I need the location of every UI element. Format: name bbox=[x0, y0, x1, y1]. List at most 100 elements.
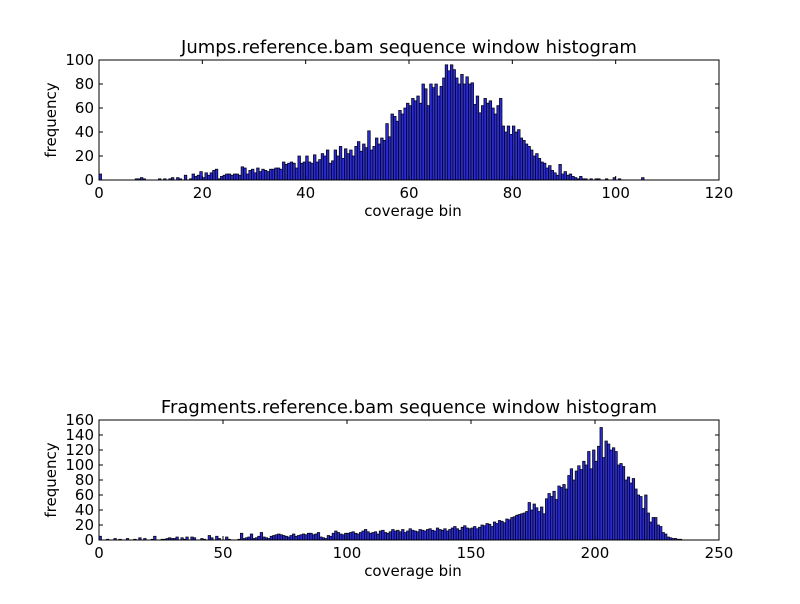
histogram-bar bbox=[276, 167, 281, 181]
histogram-bar bbox=[607, 443, 611, 541]
histogram-bar bbox=[495, 523, 499, 541]
y-tick-label: 100 bbox=[65, 456, 94, 474]
histogram-bar bbox=[499, 98, 503, 181]
histogram-bar bbox=[408, 528, 412, 541]
histogram-bar bbox=[480, 524, 484, 541]
histogram-bar bbox=[373, 531, 378, 541]
y-tick-label: 140 bbox=[65, 426, 94, 444]
histogram-bar bbox=[545, 167, 549, 181]
histogram-bar bbox=[594, 460, 598, 541]
histogram-bar bbox=[232, 173, 237, 181]
histogram-bar bbox=[227, 173, 232, 181]
histogram-bar bbox=[497, 520, 502, 541]
histogram-bar bbox=[304, 534, 308, 541]
histogram-bar bbox=[326, 535, 330, 541]
histogram-bar bbox=[282, 535, 286, 541]
histogram-bar bbox=[507, 519, 512, 541]
histogram-bar bbox=[574, 470, 578, 541]
histogram-bar bbox=[251, 168, 255, 181]
histogram-bar bbox=[263, 170, 268, 181]
histogram-bar bbox=[309, 532, 313, 541]
histogram-bar bbox=[230, 174, 234, 181]
histogram-bar bbox=[212, 170, 216, 181]
histogram-bar bbox=[519, 137, 524, 181]
histogram-bar bbox=[470, 82, 474, 181]
histogram-bar bbox=[561, 173, 565, 181]
y-tick-label: 20 bbox=[75, 516, 94, 534]
x-tick-label: 100 bbox=[333, 544, 362, 562]
histogram-bar bbox=[401, 529, 405, 541]
histogram-bar bbox=[524, 143, 529, 181]
histogram-bar bbox=[488, 100, 493, 181]
histogram-bar bbox=[359, 532, 363, 541]
histogram-bar bbox=[460, 74, 464, 181]
histogram-bar bbox=[395, 120, 400, 181]
histogram-bar bbox=[592, 449, 596, 541]
histogram-bar bbox=[621, 466, 626, 541]
histogram-bar bbox=[517, 514, 521, 541]
histogram-bar bbox=[294, 535, 298, 541]
histogram-bar bbox=[550, 496, 554, 541]
histogram-bar bbox=[356, 533, 360, 541]
histogram-bar bbox=[416, 531, 420, 541]
histogram-bar bbox=[390, 113, 394, 181]
histogram-bar bbox=[616, 464, 621, 541]
histogram-bar bbox=[376, 533, 380, 541]
histogram-bar bbox=[421, 83, 425, 181]
histogram-bar bbox=[486, 102, 490, 181]
histogram-bar bbox=[435, 527, 440, 541]
histogram-bar bbox=[597, 445, 601, 541]
y-tick-label: 80 bbox=[75, 471, 94, 489]
histogram-bar bbox=[426, 529, 430, 541]
histogram-bar bbox=[480, 105, 485, 181]
histogram-bar bbox=[463, 525, 467, 541]
histogram-bar bbox=[245, 173, 250, 181]
histogram-bar bbox=[457, 83, 462, 181]
x-tick-label: 40 bbox=[296, 184, 315, 202]
histogram-bar bbox=[351, 155, 356, 181]
histogram-bar bbox=[406, 102, 410, 181]
histogram-bar bbox=[240, 166, 245, 181]
histogram-bar bbox=[369, 149, 374, 181]
histogram-bar bbox=[292, 533, 296, 541]
histogram-bar bbox=[532, 503, 536, 541]
histogram-bar bbox=[624, 479, 628, 541]
histogram-bar bbox=[313, 154, 317, 181]
histogram-bar bbox=[563, 171, 567, 181]
histogram-bar bbox=[520, 513, 524, 541]
histogram-bar bbox=[656, 524, 660, 541]
histogram-bar bbox=[517, 129, 521, 181]
histogram-bar bbox=[431, 87, 436, 181]
histogram-bar bbox=[411, 529, 415, 541]
histogram-bar bbox=[587, 451, 591, 541]
histogram-bar bbox=[310, 162, 314, 181]
histogram-bar bbox=[423, 530, 427, 541]
histogram-bar bbox=[493, 113, 498, 181]
histogram-bar bbox=[664, 533, 668, 541]
histogram-bar bbox=[351, 531, 355, 541]
histogram-bar bbox=[300, 162, 304, 181]
histogram-bar bbox=[235, 173, 239, 181]
histogram-bar bbox=[568, 173, 573, 181]
histogram-bar bbox=[439, 86, 443, 181]
histogram-bar bbox=[253, 172, 257, 181]
histogram-bar bbox=[646, 512, 650, 541]
histogram-bar bbox=[619, 463, 623, 541]
histogram-bar bbox=[240, 532, 244, 541]
histogram-bar bbox=[368, 532, 373, 541]
histogram-bar bbox=[500, 520, 504, 541]
histogram-bar bbox=[599, 427, 603, 541]
histogram-bar bbox=[196, 174, 201, 181]
histogram-bar bbox=[634, 488, 638, 541]
histogram-bar bbox=[269, 168, 273, 181]
histogram-bar bbox=[413, 530, 417, 541]
histogram-bar bbox=[320, 153, 325, 181]
histogram-bar bbox=[447, 70, 451, 181]
histogram-bar bbox=[289, 161, 294, 181]
histogram-bar bbox=[336, 532, 340, 541]
histogram-bar bbox=[274, 167, 278, 181]
histogram-bar bbox=[258, 171, 263, 181]
histogram-bar bbox=[641, 508, 645, 541]
histogram-bar bbox=[354, 146, 358, 181]
histogram-bar bbox=[465, 527, 469, 541]
